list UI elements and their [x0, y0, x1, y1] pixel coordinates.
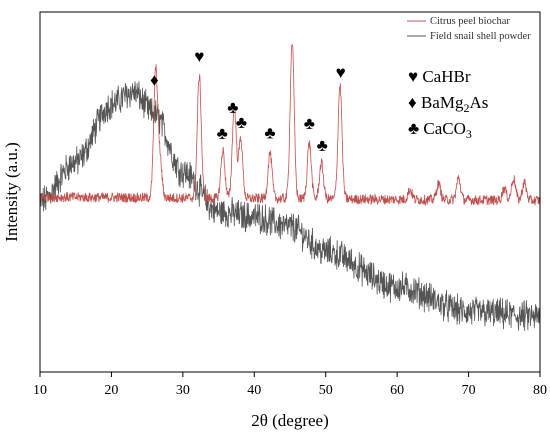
phase-key-caco3: ♣ CaCO3: [408, 119, 472, 141]
x-axis-title: 2θ (degree): [251, 411, 329, 430]
legend: Citrus peel biochar Field snail shell po…: [407, 16, 531, 42]
x-tick-label: 50: [319, 383, 333, 398]
peak-marker: ♣: [227, 98, 238, 117]
x-tick-label: 40: [247, 383, 261, 398]
phase-key-cahbr: ♥ CaHBr: [408, 67, 471, 86]
peak-marker: ♣: [304, 114, 315, 133]
x-tick-label: 30: [176, 383, 190, 398]
peak-marker: ♣: [217, 124, 228, 143]
peak-marker: ♥: [194, 47, 204, 66]
x-tick-label: 20: [104, 383, 118, 398]
peak-marker: ♣: [264, 124, 275, 143]
peak-marker: ♣: [317, 136, 328, 155]
x-axis: 10 20 30 40 50 60 70 80: [33, 372, 547, 398]
x-tick-label: 10: [33, 383, 47, 398]
peak-markers: ♦♥♣♣♣♣♣♣♥: [150, 47, 346, 155]
series-citrus-peel-biochar: [39, 44, 541, 207]
legend-label-snail: Field snail shell powder: [430, 31, 531, 42]
plot-frame: [39, 11, 541, 373]
x-tick-label: 60: [390, 383, 404, 398]
peak-marker: ♦: [150, 71, 159, 90]
x-tick-label: 80: [533, 383, 547, 398]
phase-key-bamg2as: ♦ BaMg2As: [408, 93, 488, 115]
legend-label-citrus: Citrus peel biochar: [430, 16, 510, 27]
phase-key: ♥ CaHBr ♦ BaMg2As ♣ CaCO3: [408, 67, 488, 141]
series-layer: [39, 44, 541, 331]
peak-marker: ♣: [236, 113, 247, 132]
peak-marker: ♥: [336, 63, 346, 82]
series-field-snail-shell-powder: [39, 81, 541, 331]
x-tick-label: 70: [462, 383, 476, 398]
y-axis-title: Intensity (a.u.): [2, 142, 21, 242]
